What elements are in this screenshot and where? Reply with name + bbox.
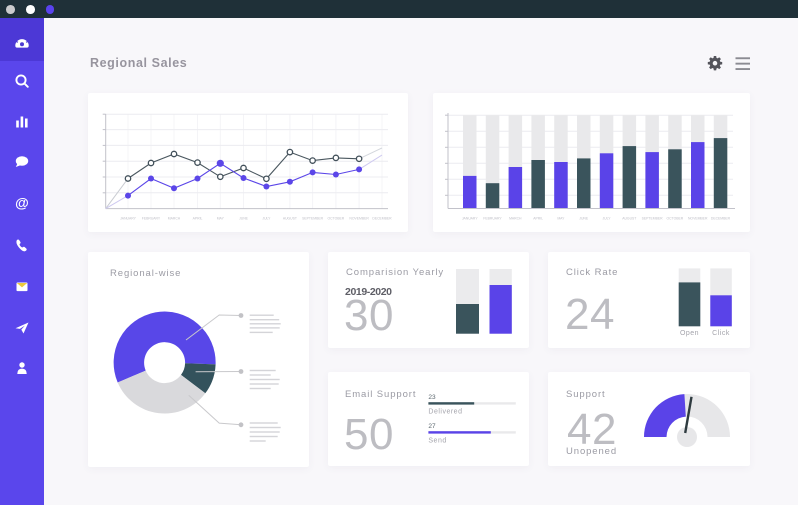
svg-text:FEBRUARY: FEBRUARY: [483, 217, 502, 221]
svg-text:APRIL: APRIL: [533, 217, 543, 221]
svg-text:23: 23: [428, 394, 436, 401]
svg-text:Open: Open: [680, 330, 699, 337]
svg-text:MARCH: MARCH: [168, 217, 181, 221]
svg-text:JANUARY: JANUARY: [462, 217, 479, 221]
svg-text:JUNE: JUNE: [239, 217, 249, 221]
svg-text:DECEMBER: DECEMBER: [372, 217, 392, 221]
svg-text:NOVEMBER: NOVEMBER: [349, 217, 369, 221]
svg-text:JUNE: JUNE: [579, 217, 589, 221]
svg-text:SEPTEMBER: SEPTEMBER: [302, 217, 323, 221]
svg-text:AUGUST: AUGUST: [622, 217, 636, 221]
svg-text:NOVEMBER: NOVEMBER: [688, 217, 708, 221]
svg-text:MARCH: MARCH: [509, 217, 522, 221]
svg-text:DECEMBER: DECEMBER: [711, 217, 731, 221]
svg-text:Delivered: Delivered: [428, 409, 462, 416]
svg-text:MAY: MAY: [217, 217, 225, 221]
svg-text:SEPTEMBER: SEPTEMBER: [642, 217, 663, 221]
svg-text:FEBRUARY: FEBRUARY: [142, 217, 161, 221]
svg-text:APRIL: APRIL: [193, 217, 203, 221]
svg-text:MAY: MAY: [557, 217, 565, 221]
svg-text:OCTOBER: OCTOBER: [328, 217, 345, 221]
svg-text:JULY: JULY: [262, 217, 271, 221]
svg-text:JANUARY: JANUARY: [120, 217, 137, 221]
svg-text:JULY: JULY: [602, 217, 611, 221]
svg-text:27: 27: [428, 423, 436, 430]
svg-text:Send: Send: [428, 438, 446, 445]
svg-text:Click: Click: [712, 330, 730, 337]
svg-text:AUGUST: AUGUST: [283, 217, 297, 221]
svg-text:OCTOBER: OCTOBER: [667, 217, 684, 221]
svg-text:@: @: [15, 195, 29, 211]
